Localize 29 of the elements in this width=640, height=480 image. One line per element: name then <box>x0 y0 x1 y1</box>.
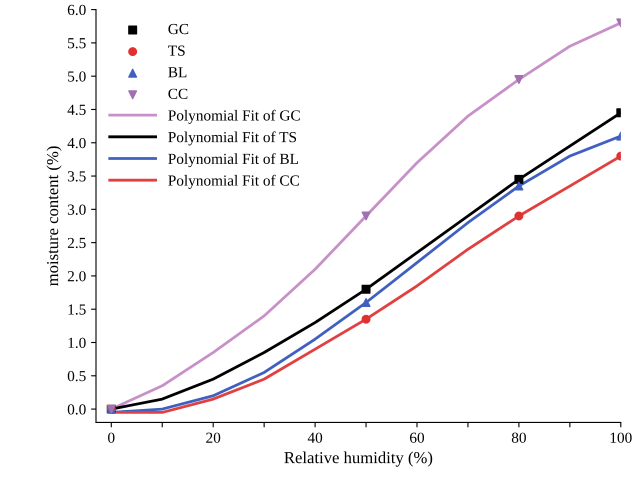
x-tick-label: 80 <box>512 432 526 443</box>
legend-label: Polynomial Fit of GC <box>168 110 300 124</box>
y-tick-label: 4.5 <box>67 104 86 115</box>
legend-label: Polynomial Fit of BL <box>168 153 298 168</box>
x-tick-label: 100 <box>610 432 632 443</box>
y-tick-label: 4.0 <box>67 138 86 148</box>
x-axis-title: Relative humidity (%) <box>284 452 432 467</box>
legend-label: GC <box>168 24 188 34</box>
y-tick-label: 0.5 <box>68 370 86 382</box>
y-tick-label: 2.5 <box>68 238 86 248</box>
legend-label: Polynomial Fit of TS <box>168 131 296 146</box>
y-tick-label: 1.5 <box>68 304 86 315</box>
x-tick-label: 20 <box>206 432 220 443</box>
x-tick-label: 60 <box>410 432 424 443</box>
y-tick-label: 0.0 <box>68 404 86 415</box>
legend-label: TS <box>168 46 185 56</box>
y-tick-label: 6.0 <box>68 4 86 16</box>
y-axis-title: moisture content (%) <box>46 146 62 286</box>
y-tick-label: 3.5 <box>68 171 86 182</box>
legend-label: CC <box>168 88 188 99</box>
y-tick-label: 5.0 <box>68 71 86 82</box>
legend-label: BL <box>168 67 186 78</box>
y-tick-label: 1.0 <box>68 338 86 348</box>
x-tick-label: 40 <box>308 432 322 443</box>
legend-label: Polynomial Fit of CC <box>168 174 299 189</box>
y-tick-label: 3.0 <box>68 204 86 215</box>
x-tick-label: 0 <box>108 432 115 443</box>
y-tick-label: 5.5 <box>68 38 86 48</box>
y-tick-label: 2.0 <box>68 271 86 282</box>
